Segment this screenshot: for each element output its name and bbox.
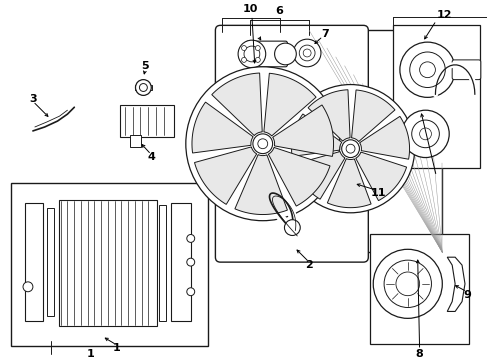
Text: 5: 5 <box>142 61 149 71</box>
Text: 3: 3 <box>29 94 37 104</box>
Circle shape <box>294 39 321 67</box>
Polygon shape <box>294 152 345 199</box>
Circle shape <box>136 80 151 95</box>
Text: 9: 9 <box>463 290 471 300</box>
Circle shape <box>396 272 419 296</box>
Circle shape <box>140 84 147 91</box>
Circle shape <box>186 67 340 221</box>
Polygon shape <box>292 114 342 156</box>
Circle shape <box>258 139 268 149</box>
Circle shape <box>242 46 246 50</box>
Circle shape <box>255 46 260 50</box>
Circle shape <box>238 40 266 68</box>
Bar <box>171 203 191 321</box>
Circle shape <box>346 144 355 153</box>
Polygon shape <box>356 152 407 201</box>
Bar <box>370 234 469 344</box>
Circle shape <box>244 46 260 62</box>
Polygon shape <box>327 159 371 208</box>
Circle shape <box>299 45 315 61</box>
Polygon shape <box>360 116 410 159</box>
Bar <box>58 200 157 326</box>
Text: 10: 10 <box>242 4 258 14</box>
Circle shape <box>187 234 195 242</box>
Bar <box>120 105 174 137</box>
Polygon shape <box>351 90 395 141</box>
Circle shape <box>410 52 445 87</box>
Text: 4: 4 <box>147 152 155 162</box>
Circle shape <box>274 43 296 65</box>
FancyBboxPatch shape <box>216 25 368 262</box>
Text: 1: 1 <box>86 349 94 359</box>
Circle shape <box>342 140 360 158</box>
Circle shape <box>255 57 260 62</box>
Polygon shape <box>272 105 334 156</box>
Circle shape <box>303 49 311 57</box>
Circle shape <box>412 120 440 148</box>
Bar <box>25 203 43 321</box>
Circle shape <box>187 288 195 296</box>
Polygon shape <box>269 148 330 206</box>
Polygon shape <box>212 73 262 135</box>
Bar <box>47 208 53 316</box>
Text: 1: 1 <box>113 343 121 353</box>
Text: 8: 8 <box>416 349 423 359</box>
Text: 2: 2 <box>305 260 313 270</box>
Polygon shape <box>264 73 316 136</box>
Polygon shape <box>308 90 350 141</box>
Bar <box>129 135 142 147</box>
Polygon shape <box>195 147 257 204</box>
Circle shape <box>384 260 432 307</box>
Circle shape <box>285 220 300 235</box>
Polygon shape <box>192 102 253 153</box>
FancyBboxPatch shape <box>246 41 288 67</box>
Bar <box>309 30 442 252</box>
Circle shape <box>419 62 436 78</box>
Circle shape <box>242 57 246 62</box>
Text: 12: 12 <box>437 10 452 21</box>
Circle shape <box>253 134 272 154</box>
Circle shape <box>419 128 432 140</box>
Polygon shape <box>235 155 288 215</box>
Bar <box>135 85 152 90</box>
Circle shape <box>373 249 442 318</box>
Bar <box>159 205 166 321</box>
Circle shape <box>187 258 195 266</box>
Text: 11: 11 <box>370 188 386 198</box>
Bar <box>11 183 209 346</box>
Circle shape <box>287 85 415 213</box>
Circle shape <box>400 42 455 97</box>
Bar <box>393 25 480 168</box>
Circle shape <box>402 110 449 158</box>
Text: 6: 6 <box>275 5 284 15</box>
Circle shape <box>23 282 33 292</box>
Polygon shape <box>447 257 465 311</box>
FancyBboxPatch shape <box>452 60 481 80</box>
Text: 7: 7 <box>321 29 329 39</box>
